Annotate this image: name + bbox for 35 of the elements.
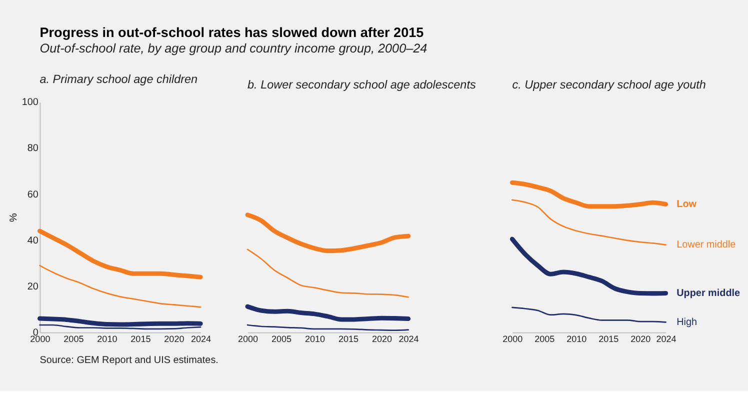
chart-title: b. Lower secondary school age adolescents xyxy=(248,78,476,92)
x-tick-label: 2015 xyxy=(598,334,619,344)
x-tick-label: 2010 xyxy=(566,334,587,344)
chart-title: a. Primary school age children xyxy=(40,73,198,86)
y-tick-label: 60 xyxy=(27,189,39,200)
x-tick-label: 2010 xyxy=(97,334,118,344)
x-tick-label: 2020 xyxy=(630,334,651,344)
chart-title: c. Upper secondary school age youth xyxy=(512,78,706,92)
x-tick-label: 2024 xyxy=(656,334,676,344)
series-label: Upper middle xyxy=(676,288,741,299)
line-series xyxy=(37,228,203,280)
series-label: High xyxy=(676,316,698,328)
text: Out-of-school rate, by age group and country income group, 2000–24 xyxy=(40,41,428,56)
y-axis-title: % xyxy=(8,213,20,222)
y-tick-label: 40 xyxy=(27,235,39,246)
text: Progress in out-of-school rates has slowed down after 2015 xyxy=(40,24,424,40)
x-tick-label: 2000 xyxy=(238,334,258,344)
x-tick-label: 2020 xyxy=(372,334,392,344)
x-tick-label: 2005 xyxy=(64,334,84,344)
series-label: Lower middle xyxy=(676,240,736,251)
x-tick-label: 2000 xyxy=(502,334,523,344)
x-tick-label: 2024 xyxy=(398,334,419,344)
y-tick-label: 80 xyxy=(27,143,39,154)
x-tick-label: 2005 xyxy=(534,334,555,344)
x-tick-label: 2005 xyxy=(271,334,292,344)
line-series xyxy=(39,264,202,308)
x-tick-label: 2010 xyxy=(304,334,326,344)
y-tick-label: 100 xyxy=(22,97,39,108)
x-tick-label: 2020 xyxy=(164,334,184,344)
series-label: Low xyxy=(676,198,697,210)
x-tick-label: 2015 xyxy=(338,334,359,344)
source-note: Source: GEM Report and UIS estimates. xyxy=(40,355,218,366)
x-tick-label: 2024 xyxy=(190,334,212,344)
x-tick-label: 2015 xyxy=(130,334,151,344)
y-tick-label: 20 xyxy=(27,281,39,292)
